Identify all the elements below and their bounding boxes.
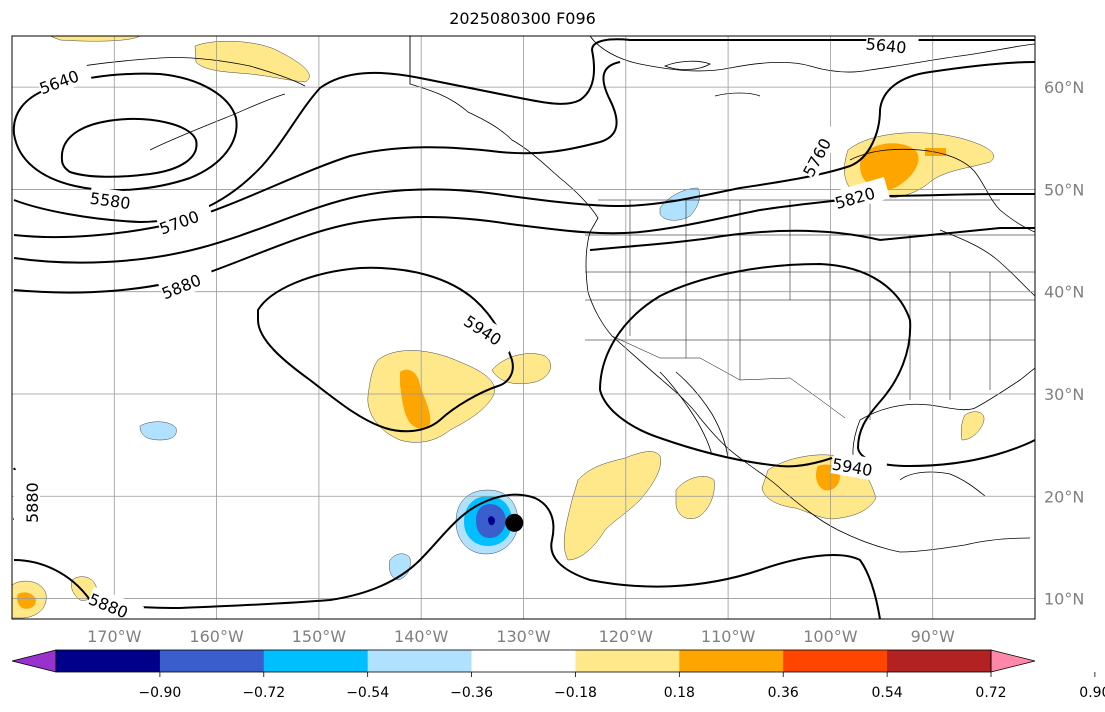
coastline [663, 60, 711, 70]
latitude-tick-label: 10°N [1044, 590, 1084, 609]
latitude-tick-label: 50°N [1044, 180, 1084, 199]
colorbar-frame [55, 649, 992, 673]
longitude-tick-label: 90°W [911, 627, 955, 646]
colorbar-tick-label: 0.72 [975, 685, 1006, 701]
contour-line [60, 118, 198, 178]
colorbar-tick-label: −0.90 [138, 685, 181, 701]
contour-label: 5880 [23, 482, 42, 523]
colorbar: −0.90 −0.72 −0.54 −0.36 −0.18 0.18 0.36 0.54 0.7… [11, 649, 1105, 701]
negative-anomaly-area [488, 516, 495, 526]
latitude-tick-label: 30°N [1044, 385, 1084, 404]
longitude-tick-label: 130°W [496, 627, 551, 646]
colorbar-tick-label: −0.36 [450, 685, 493, 701]
latitude-labels: 60°N 50°N 40°N 30°N 20°N 10°N [1044, 78, 1084, 608]
colorbar-segment [367, 650, 473, 672]
contour-line [13, 493, 881, 619]
longitude-tick-label: 160°W [189, 627, 244, 646]
coastline [849, 148, 1035, 233]
colorbar-segment [575, 650, 680, 672]
positive-anomaly-area [860, 143, 919, 190]
latitude-tick-label: 20°N [1044, 487, 1084, 506]
longitude-tick-label: 100°W [803, 627, 858, 646]
storm-center-marker [505, 513, 524, 532]
negative-anomaly-area [659, 187, 700, 221]
longitude-tick-label: 120°W [599, 627, 654, 646]
coastline [939, 229, 1035, 297]
longitude-tick-label: 110°W [701, 627, 756, 646]
positive-anomaly-area [194, 40, 310, 83]
positive-anomaly-area [400, 369, 431, 429]
map-frame [11, 35, 1036, 620]
latitude-tick-label: 40°N [1044, 283, 1084, 302]
colorbar-segment [783, 650, 888, 672]
colorbar-segment [56, 650, 161, 672]
positive-anomaly-area [563, 451, 661, 561]
contour-line [13, 61, 1035, 264]
colorbar-segment [263, 650, 369, 672]
positive-anomaly-area [960, 411, 985, 441]
negative-anomaly-area [139, 421, 177, 441]
colorbar-tick-label: 0.18 [664, 685, 695, 701]
contour-line [589, 227, 1035, 251]
positive-anomaly-area [367, 350, 495, 443]
coastline [149, 93, 286, 151]
contour-line [599, 262, 1035, 468]
contour-line [13, 38, 1035, 224]
coastline [859, 367, 1035, 421]
longitude-tick-label: 170°W [87, 627, 142, 646]
coastline [675, 371, 729, 459]
colorbar-tick-label: 0.54 [872, 685, 903, 701]
colorbar-segment [887, 650, 992, 672]
colorbar-tick-label: −0.72 [242, 685, 285, 701]
colorbar-segment [471, 650, 576, 672]
longitude-tick-label: 150°W [292, 627, 347, 646]
longitude-labels: 170°W 160°W 150°W 140°W 130°W 120°W 110°W 100°W… [87, 627, 955, 646]
colorbar-extend-high [990, 649, 1036, 673]
positive-anomaly-area [17, 592, 36, 609]
contour-label: 5640 [865, 34, 907, 57]
positive-anomaly-area [491, 353, 551, 385]
colorbar-tick-label: −0.18 [554, 685, 597, 701]
colorbar-tick-label: 0.90 [1079, 685, 1105, 701]
colorbar-tick-label: 0.36 [768, 685, 799, 701]
political-borders [409, 36, 1035, 420]
coastline [714, 92, 761, 97]
map-panel: 5640 5640 5580 5700 5880 5940 5760 5820 … [12, 34, 1035, 619]
colorbar-segment [679, 650, 784, 672]
coastline [589, 36, 1035, 73]
colorbar-tick-label: −0.54 [346, 685, 389, 701]
colorbar-extend-low [11, 649, 57, 673]
positive-anomaly-area [49, 36, 141, 42]
contour-line [12, 72, 238, 192]
coastlines [59, 36, 1035, 553]
colorbar-segment [159, 650, 265, 672]
longitude-tick-label: 140°W [394, 627, 449, 646]
latitude-tick-label: 60°N [1044, 78, 1084, 97]
coastline [59, 57, 306, 87]
coastline [899, 471, 986, 497]
coastline [409, 36, 1031, 553]
anomaly-shading [12, 36, 994, 619]
coastline [659, 371, 713, 456]
positive-anomaly-area [675, 476, 715, 519]
map-title: 2025080300 F096 [449, 9, 596, 28]
contour-line [257, 266, 514, 433]
